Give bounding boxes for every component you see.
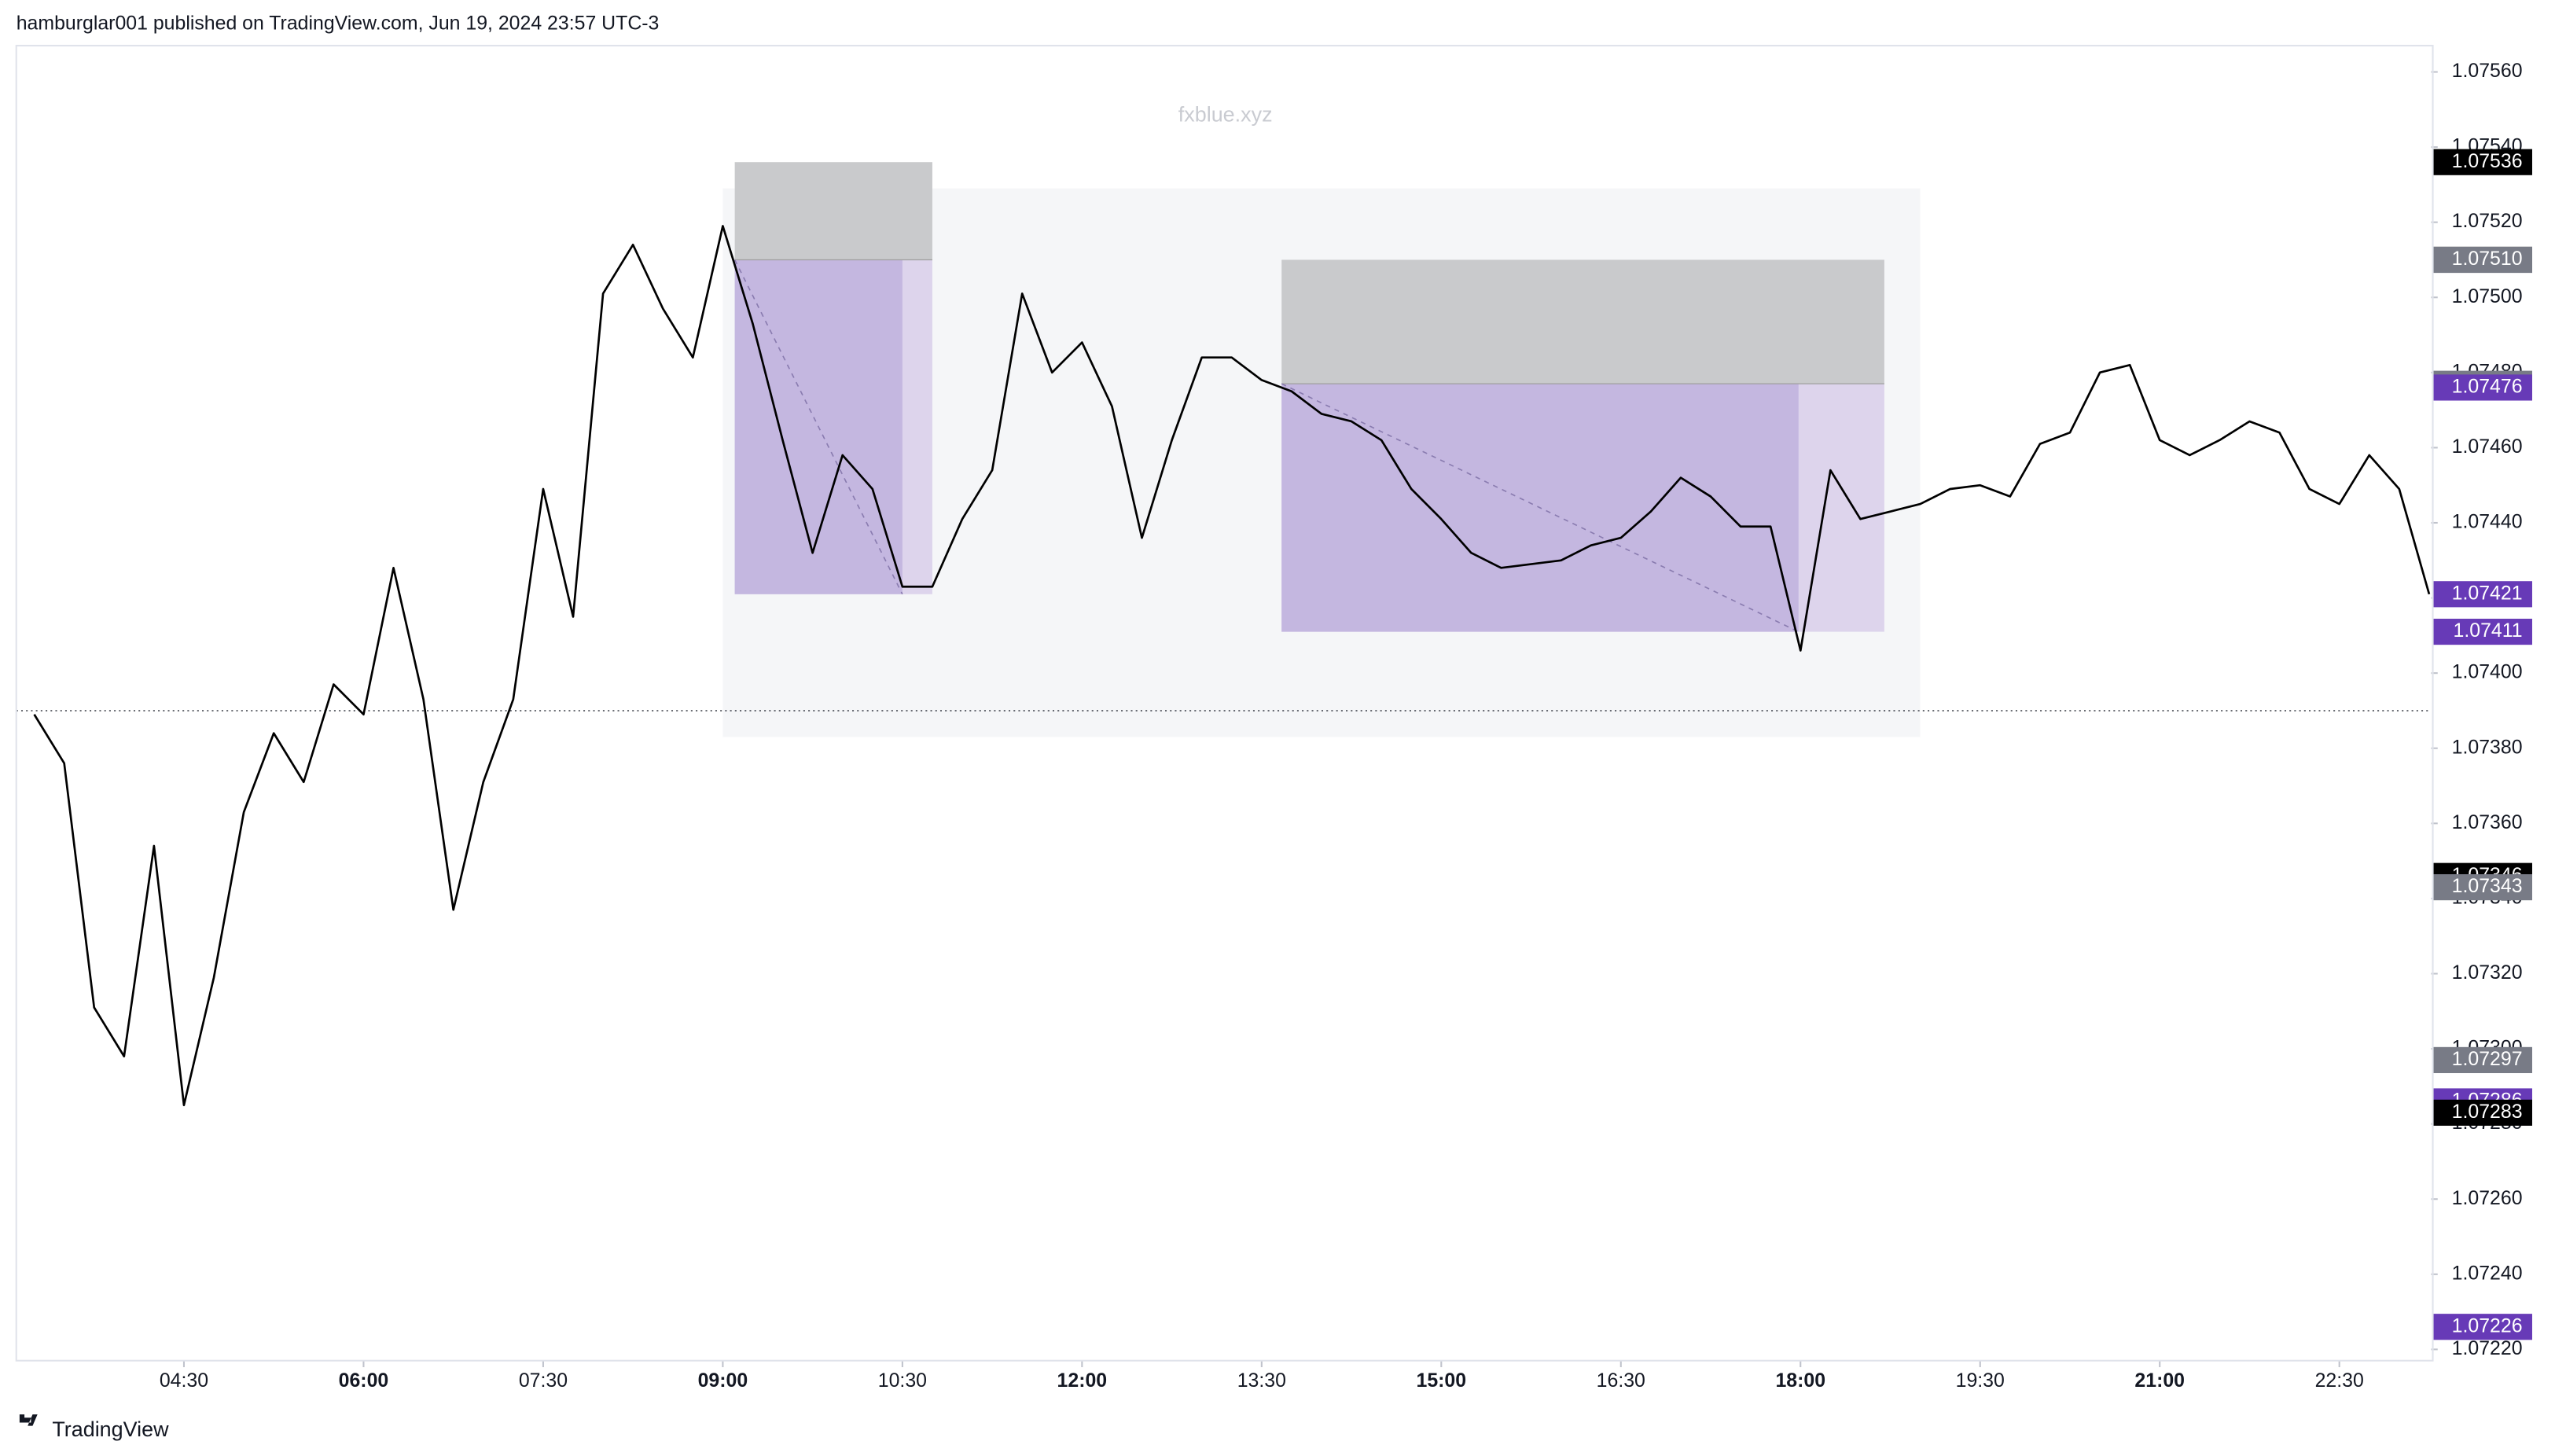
y-tick-label: 1.07220 (2452, 1337, 2523, 1359)
price-label-box (2432, 149, 2532, 175)
price-label: 1.07226 (2452, 1314, 2523, 1337)
stop-zone (734, 162, 932, 260)
x-tick-label: 13:30 (1237, 1370, 1286, 1392)
price-label-box (2432, 246, 2532, 274)
y-tick-label: 1.07360 (2452, 811, 2523, 833)
price-label: 1.07283 (2452, 1101, 2523, 1123)
y-tick-label: 1.07560 (2452, 60, 2523, 82)
x-tick-label: 09:00 (698, 1370, 748, 1392)
price-label: 1.07343 (2452, 875, 2523, 897)
price-label: 1.07411 (2454, 620, 2523, 642)
y-tick-label: 1.07240 (2452, 1262, 2523, 1284)
price-label: 1.07476 (2452, 376, 2523, 398)
plot: 1.072201.072401.072601.072801.073001.073… (16, 60, 2532, 1392)
price-label-box (2432, 1046, 2532, 1073)
price-label-box (2432, 1314, 2532, 1340)
price-label: 1.07536 (2452, 150, 2523, 172)
plot-frame (15, 45, 2434, 1362)
price-label: 1.07297 (2452, 1048, 2523, 1070)
x-tick-label: 16:30 (1597, 1370, 1645, 1392)
trade-path (733, 259, 903, 595)
y-tick-label: 1.07460 (2452, 436, 2523, 458)
y-tick-label: 1.07380 (2452, 736, 2523, 758)
x-tick-label: 04:30 (160, 1370, 208, 1392)
y-tick-label: 1.07320 (2452, 961, 2523, 984)
logo (19, 1414, 38, 1426)
price-label-box (2432, 619, 2532, 645)
x-tick-label: 15:00 (1417, 1370, 1467, 1392)
footer: TradingView (52, 1417, 169, 1441)
price-label-box (2432, 374, 2532, 401)
x-tick-label: 06:00 (339, 1370, 389, 1392)
x-tick-label: 10:30 (878, 1370, 927, 1392)
price-label-box (2432, 1099, 2532, 1126)
x-tick-label: 12:00 (1057, 1370, 1108, 1392)
y-tick-label: 1.07520 (2452, 210, 2523, 232)
x-tick-label: 22:30 (2315, 1370, 2364, 1392)
price-label: 1.07510 (2452, 248, 2523, 270)
price-label-box (2432, 873, 2532, 901)
price-label-box (2432, 581, 2532, 608)
x-tick-label: 18:00 (1775, 1370, 1825, 1392)
x-tick-label: 19:30 (1956, 1370, 2005, 1392)
trade-path (1281, 383, 1800, 633)
y-tick-label: 1.07400 (2452, 661, 2523, 683)
x-tick-label: 07:30 (519, 1370, 568, 1392)
price-label: 1.07421 (2452, 582, 2523, 604)
price-line-series (33, 225, 2431, 1107)
stop-zone (1281, 259, 1884, 384)
x-tick-label: 21:00 (2134, 1370, 2185, 1392)
y-tick-label: 1.07440 (2452, 511, 2523, 533)
y-tick-label: 1.07260 (2452, 1187, 2523, 1209)
watermark: fxblue.xyz (1178, 102, 1273, 126)
y-tick-label: 1.07500 (2452, 285, 2523, 307)
header: hamburglar001 published on TradingView.c… (17, 13, 660, 35)
